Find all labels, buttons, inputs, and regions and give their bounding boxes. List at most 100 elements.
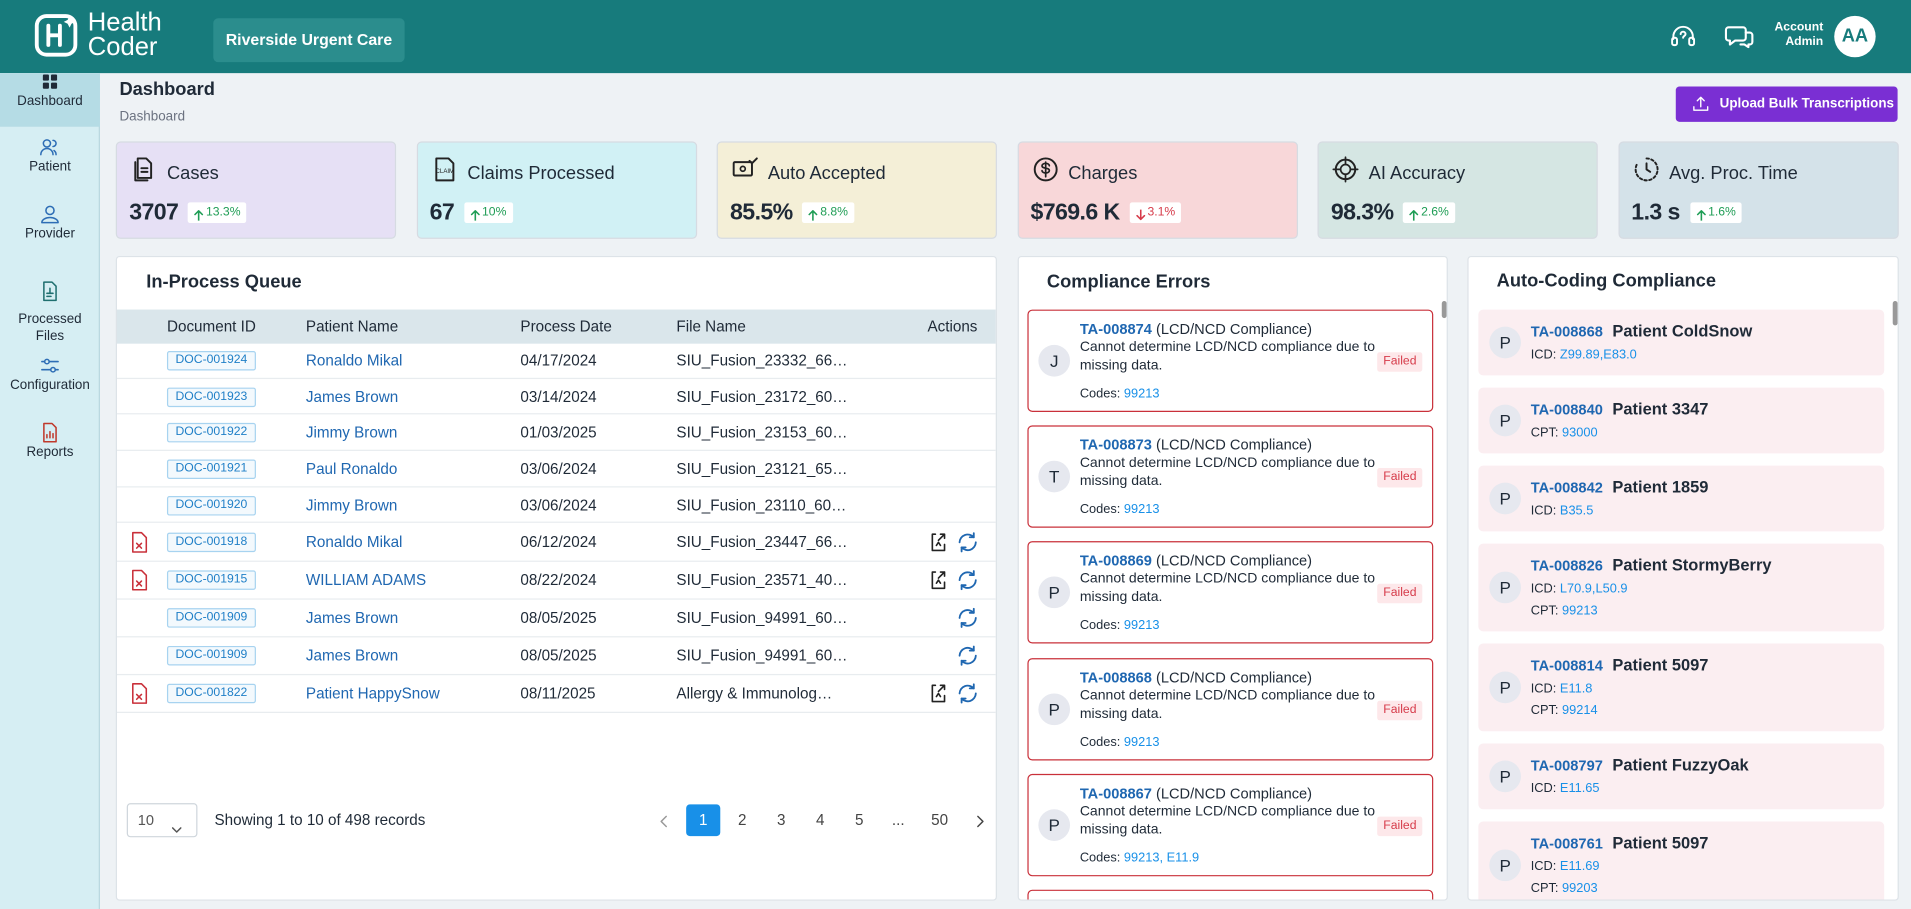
code-label: ICD: xyxy=(1530,859,1557,874)
coding-card: P TA-008868 Patient ColdSnow ICD: Z99.89,E8… xyxy=(1478,309,1885,376)
patient-name[interactable]: Ronaldo Mikal xyxy=(305,352,403,370)
coding-id[interactable]: TA-008840 xyxy=(1530,400,1603,419)
code-label: ICD: xyxy=(1530,781,1557,796)
sidebar-item[interactable]: Provider xyxy=(25,226,75,242)
error-message: Cannot determine LCD/NCD compliance due … xyxy=(1079,688,1376,722)
avatar[interactable]: AA xyxy=(1834,15,1876,58)
prev-page xyxy=(658,813,670,828)
patient-name[interactable]: James Brown xyxy=(305,388,399,406)
status-badge: Failed xyxy=(1377,584,1423,604)
sidebar-icon xyxy=(38,279,62,303)
patient-name[interactable]: James Brown xyxy=(305,609,399,627)
stat-card: Auto Accepted 85.5% 8.8% xyxy=(716,141,997,239)
stat-change: 8.8% xyxy=(820,205,849,220)
reupload-button[interactable] xyxy=(926,682,950,706)
status-badge: Failed xyxy=(1377,700,1423,720)
code-value: L70.9,L50.9 xyxy=(1559,581,1628,596)
code-value: 99203 xyxy=(1562,881,1598,896)
coding-card: P TA-008842 Patient 1859 ICD: B35.5 xyxy=(1478,465,1885,532)
patient-name[interactable]: Jimmy Brown xyxy=(305,424,398,442)
avatar-initial: P xyxy=(1489,849,1521,882)
sidebar-item[interactable]: Dashboard xyxy=(17,93,83,109)
error-id[interactable]: TA-008874 xyxy=(1079,320,1152,338)
chat-icon[interactable] xyxy=(1723,21,1755,53)
patient-name: Patient 5097 xyxy=(1612,833,1709,852)
patient-name[interactable]: Paul Ronaldo xyxy=(305,460,398,478)
sidebar-item[interactable]: Processed Files xyxy=(18,312,82,344)
help-icon[interactable] xyxy=(1668,22,1697,51)
coding-card: P TA-008826 Patient StormyBerry ICD: L70.9,… xyxy=(1478,543,1885,632)
page-number[interactable]: 50 xyxy=(931,811,949,829)
coding-id[interactable]: TA-008868 xyxy=(1530,322,1603,341)
table-row xyxy=(117,379,996,415)
coding-id[interactable]: TA-008797 xyxy=(1530,756,1603,774)
page-number[interactable]: 5 xyxy=(854,811,864,829)
code-value: 99214 xyxy=(1562,703,1598,718)
sidebar-item[interactable]: Reports xyxy=(26,444,74,460)
trend-arrow xyxy=(1696,207,1706,222)
sidebar-icon xyxy=(38,420,62,444)
page-title: Dashboard xyxy=(119,79,215,100)
patient-name[interactable]: James Brown xyxy=(305,647,399,665)
patient-name[interactable]: Jimmy Brown xyxy=(305,496,398,514)
patient-name: Patient StormyBerry xyxy=(1612,555,1772,575)
column-header: Actions xyxy=(927,318,978,336)
retry-button[interactable] xyxy=(956,682,980,706)
error-title: TA-008868 (LCD/NCD Compliance) xyxy=(1080,669,1312,687)
process-date: 04/17/2024 xyxy=(520,352,597,370)
error-type: (LCD/NCD Compliance) xyxy=(1155,668,1313,686)
panel-title: Auto-Coding Compliance xyxy=(1496,270,1716,292)
sidebar-icon xyxy=(38,202,62,226)
retry-button[interactable] xyxy=(956,644,980,668)
error-id[interactable]: TA-008867 xyxy=(1079,784,1152,802)
page-number[interactable]: 2 xyxy=(737,811,747,829)
error-id[interactable]: TA-008873 xyxy=(1079,436,1152,454)
sidebar-active xyxy=(0,73,100,127)
stat-change: 10% xyxy=(482,205,507,220)
patient-name[interactable]: Patient HappySnow xyxy=(305,685,440,703)
coding-id[interactable]: TA-008761 xyxy=(1530,834,1603,852)
upload-button[interactable]: Upload Bulk Transcriptions xyxy=(1675,86,1898,122)
page-number[interactable]: 4 xyxy=(815,811,825,829)
clinic-button[interactable]: Riverside Urgent Care xyxy=(213,18,405,63)
patient-name[interactable]: WILLIAM ADAMS xyxy=(305,571,427,589)
avatar-initial: T xyxy=(1038,460,1071,493)
coding-id[interactable]: TA-008814 xyxy=(1530,656,1603,674)
sidebar-item[interactable]: Patient xyxy=(29,159,71,175)
page-size-select[interactable]: 10 xyxy=(126,803,198,838)
document-id: DOC-001923 xyxy=(166,387,256,407)
patient-name: Patient FuzzyOak xyxy=(1612,755,1749,774)
error-codes: Codes: 99213 xyxy=(1080,733,1160,750)
retry-button[interactable] xyxy=(956,530,980,554)
reupload-button[interactable] xyxy=(926,530,950,554)
stat-label: Avg. Proc. Time xyxy=(1669,163,1798,185)
error-title: TA-008874 (LCD/NCD Compliance) xyxy=(1080,321,1312,339)
table-row xyxy=(117,342,996,379)
panel-title: Compliance Errors xyxy=(1046,271,1211,293)
retry-button[interactable] xyxy=(956,606,980,630)
sidebar-item[interactable]: Configuration xyxy=(10,377,90,393)
stat-icon xyxy=(129,155,158,184)
stat-icon: CLAIM xyxy=(430,155,459,184)
codes-label: Codes: xyxy=(1079,618,1121,634)
error-id[interactable]: TA-008868 xyxy=(1079,668,1152,686)
retry-button[interactable] xyxy=(956,568,980,592)
coding-id[interactable]: TA-008826 xyxy=(1530,556,1603,575)
stat-change-badge: 2.6% xyxy=(1402,202,1455,224)
column-header: Patient Name xyxy=(305,318,399,336)
scrollbar xyxy=(1892,301,1898,326)
page-number[interactable]: 3 xyxy=(776,811,786,829)
stat-change: 3.1% xyxy=(1147,205,1176,220)
error-title: TA-008873 (LCD/NCD Compliance) xyxy=(1080,437,1312,455)
coding-id[interactable]: TA-008842 xyxy=(1530,478,1603,497)
page-number[interactable]: 1 xyxy=(686,804,721,837)
patient-name[interactable]: Ronaldo Mikal xyxy=(305,533,403,551)
code-value: Z99.89,E83.0 xyxy=(1559,347,1637,362)
page-number[interactable]: ... xyxy=(891,811,905,829)
avatar-initial: J xyxy=(1038,344,1071,377)
error-title: TA-008867 (LCD/NCD Compliance) xyxy=(1080,785,1312,803)
sidebar-icon xyxy=(38,135,62,159)
error-id[interactable]: TA-008869 xyxy=(1079,552,1152,570)
reupload-button[interactable] xyxy=(926,568,950,592)
